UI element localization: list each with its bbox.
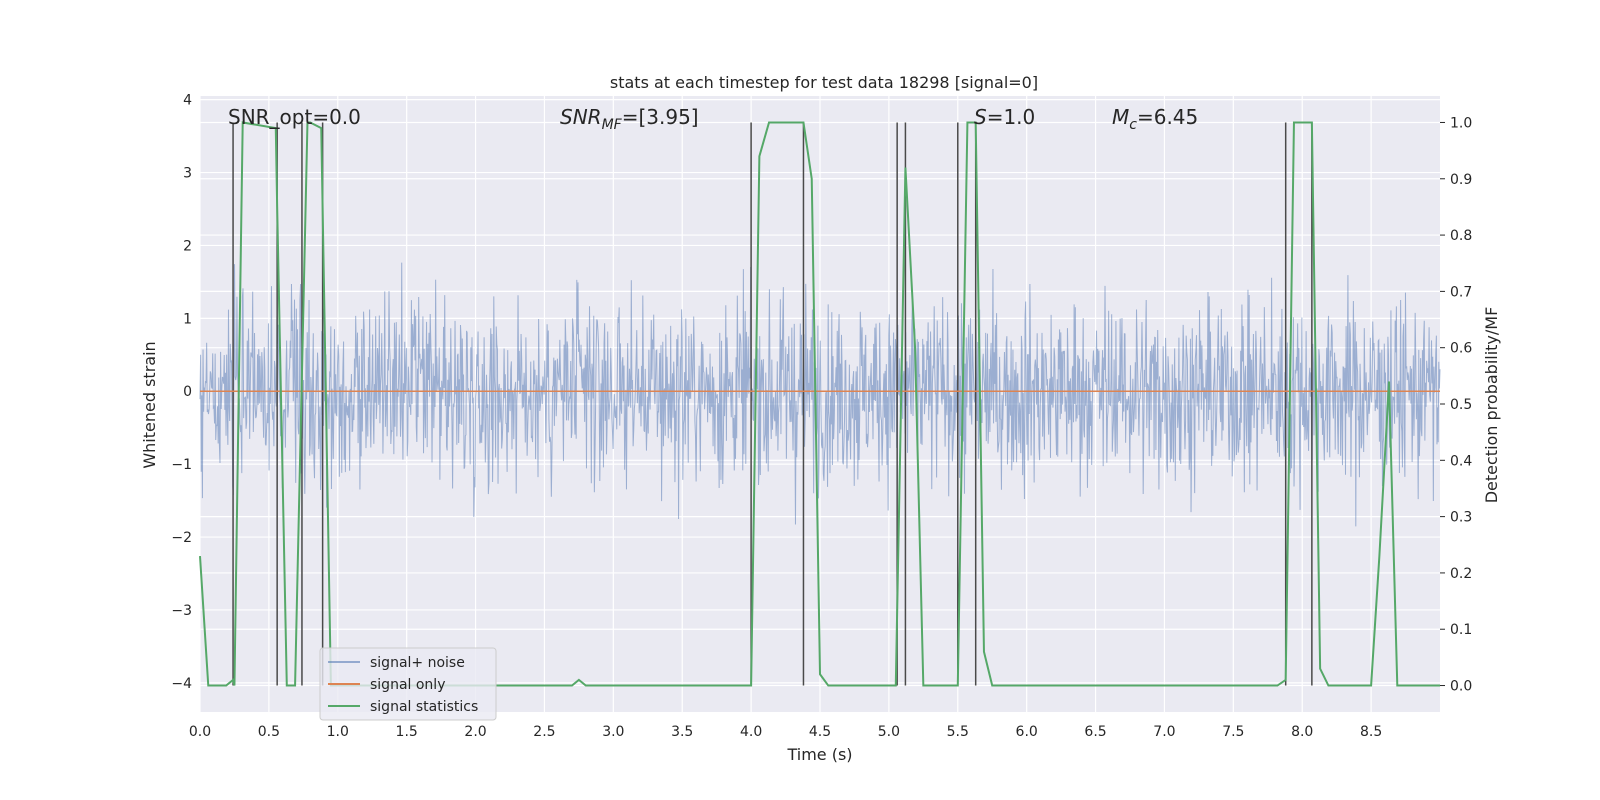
x-tick-label: 2.0 (464, 724, 486, 740)
annotation-snr-opt: SNR_opt=0.0 (228, 105, 361, 129)
x-tick-label: 8.5 (1360, 724, 1382, 740)
x-tick-label: 7.5 (1222, 724, 1244, 740)
snr-mf-symbol: SNR (560, 105, 602, 129)
legend-box (319, 647, 497, 721)
snr-mf-subscript: MF (602, 117, 623, 133)
chart-title: stats at each timestep for test data 182… (610, 73, 1038, 92)
y2-tick-label: 0.4 (1450, 453, 1472, 469)
y2-tick-label: 0.7 (1450, 284, 1472, 300)
y2-tick-label: 0.6 (1450, 341, 1472, 357)
s-value: =1.0 (987, 105, 1036, 129)
y2-tick-label: 0.2 (1450, 566, 1472, 582)
y-tick-label: 0 (183, 384, 192, 400)
mc-symbol: M (1112, 105, 1129, 129)
mc-value: =6.45 (1137, 105, 1198, 129)
y2-tick-label: 0.1 (1450, 622, 1472, 638)
legend: signal+ noise signal only signal statist… (319, 647, 497, 721)
y-tick-label: −2 (171, 530, 192, 546)
annotation-snr-mf: SNRMF=[3.95] (560, 105, 699, 133)
x-tick-label: 0.0 (189, 724, 211, 740)
y2-tick-label: 0.5 (1450, 397, 1472, 413)
x-tick-label: 3.0 (602, 724, 624, 740)
x-tick-label: 4.5 (809, 724, 831, 740)
x-tick-label: 8.0 (1291, 724, 1313, 740)
y2-tick-labels: 0.0 0.1 0.2 0.3 0.4 0.5 0.6 0.7 0.8 0.9 1.0 (1440, 115, 1472, 695)
x-tick-label: 6.0 (1016, 724, 1038, 740)
x-tick-label: 7.0 (1153, 724, 1175, 740)
y2-tick-label: 0.9 (1450, 172, 1472, 188)
y-tick-label: 4 (183, 93, 192, 109)
mc-subscript: c (1129, 117, 1137, 133)
noise-series (199, 262, 1441, 527)
s-symbol: S (974, 105, 987, 129)
x-tick-label: 3.5 (671, 724, 693, 740)
y-tick-labels: −4 −3 −2 −1 0 1 2 3 4 (171, 93, 192, 692)
x-tick-label: 1.0 (327, 724, 349, 740)
annotation-s: S=1.0 (974, 105, 1035, 129)
snr-mf-value: =[3.95] (622, 105, 699, 129)
x-tick-label: 5.0 (878, 724, 900, 740)
signal-statistics-line (199, 121, 1440, 687)
x-tick-label: 2.5 (533, 724, 555, 740)
y-tick-label: 3 (183, 166, 192, 182)
y-tick-label: −1 (171, 457, 192, 473)
x-tick-label: 4.0 (740, 724, 762, 740)
y-tick-label: 1 (183, 311, 192, 327)
noise-line (199, 262, 1441, 527)
y-tick-label: −3 (171, 603, 192, 619)
signal-statistics-series (199, 121, 1440, 687)
x-tick-label: 6.5 (1084, 724, 1106, 740)
x-axis-label: Time (s) (786, 745, 852, 764)
x-tick-labels: 0.0 0.5 1.0 1.5 2.0 2.5 3.0 3.5 4.0 4.5 5.0 5.5 6.0 6… (189, 724, 1382, 740)
x-tick-label: 5.5 (947, 724, 969, 740)
y2-tick-label: 0.8 (1450, 228, 1472, 244)
x-tick-label: 0.5 (258, 724, 280, 740)
y2-tick-label: 1.0 (1450, 115, 1472, 131)
x-tick-label: 1.5 (396, 724, 418, 740)
legend-label-signal-only: signal only (370, 677, 445, 693)
y-tick-label: 2 (183, 238, 192, 254)
y2-axis-label: Detection probability/MF (1482, 307, 1501, 504)
legend-label-noise: signal+ noise (370, 655, 465, 671)
y2-tick-label: 0.0 (1450, 679, 1472, 695)
legend-label-statistics: signal statistics (370, 699, 478, 715)
y-axis-label: Whitened strain (140, 341, 159, 468)
y2-tick-label: 0.3 (1450, 510, 1472, 526)
annotation-mc: Mc=6.45 (1112, 105, 1198, 133)
y-tick-label: −4 (171, 676, 192, 692)
